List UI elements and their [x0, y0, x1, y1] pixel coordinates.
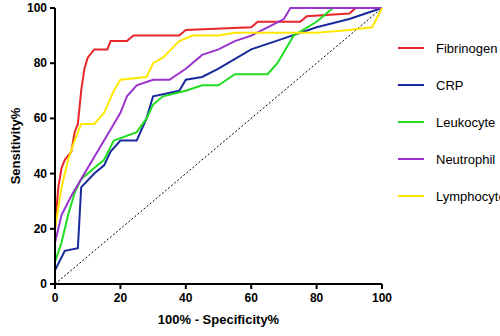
legend-swatch	[398, 47, 424, 49]
roc-curve	[55, 8, 382, 284]
legend-label: Neutrophil	[436, 152, 495, 167]
x-tick	[381, 284, 383, 289]
chart: 0 20 40 60 80 100 0 20 40 60 80 100 100% - Specifici…	[0, 0, 500, 336]
roc-curve	[55, 8, 382, 284]
legend-swatch	[398, 158, 424, 160]
legend-label: Lymphocyte	[436, 189, 500, 204]
y-tick	[50, 117, 55, 119]
roc-curve	[55, 8, 382, 284]
y-tick	[50, 283, 55, 285]
y-tick	[50, 228, 55, 230]
x-tick	[185, 284, 187, 289]
y-axis-title: Sensitivity%	[8, 107, 23, 184]
y-tick	[50, 173, 55, 175]
x-tick-label: 20	[114, 291, 128, 305]
y-axis	[54, 8, 56, 284]
legend-swatch	[398, 121, 424, 123]
legend-swatch	[398, 195, 424, 197]
y-tick	[50, 62, 55, 64]
reference-line	[55, 8, 382, 284]
y-tick-label: 60	[34, 111, 48, 125]
y-tick-label: 80	[34, 56, 48, 70]
roc-curve	[55, 8, 382, 284]
legend-label: Fibrinogen	[436, 41, 497, 56]
y-tick-label: 40	[34, 167, 48, 181]
x-tick-label: 0	[52, 291, 59, 305]
plot-area	[55, 8, 382, 284]
y-tick-label: 100	[27, 1, 47, 15]
x-tick-label: 60	[245, 291, 259, 305]
y-tick-label: 0	[40, 277, 47, 291]
legend-label: CRP	[436, 78, 463, 93]
x-tick-label: 80	[310, 291, 324, 305]
x-tick	[316, 284, 318, 289]
legend-label: Leukocyte	[436, 115, 495, 130]
x-tick-label: 40	[179, 291, 193, 305]
x-tick-label: 100	[372, 291, 392, 305]
y-tick-label: 20	[34, 222, 48, 236]
x-tick	[250, 284, 252, 289]
legend-swatch	[398, 84, 424, 86]
x-axis	[55, 283, 382, 285]
roc-curve	[55, 8, 382, 284]
x-axis-title: 100% - Specificity%	[158, 312, 280, 327]
y-tick	[50, 7, 55, 9]
x-tick	[119, 284, 121, 289]
